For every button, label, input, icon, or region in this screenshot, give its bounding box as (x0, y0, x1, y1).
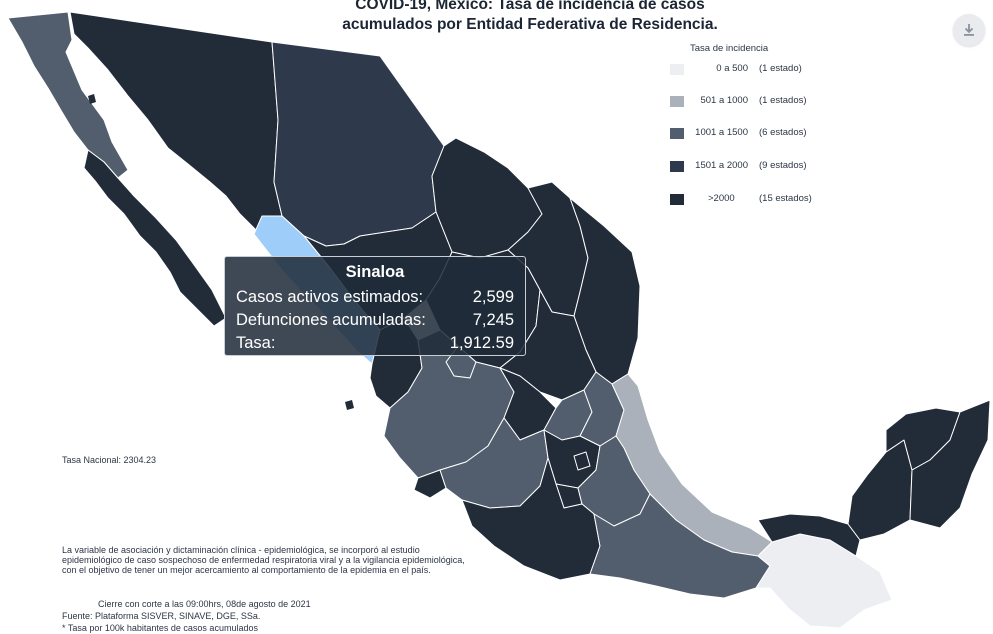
tooltip-state-name: Sinaloa (345, 263, 405, 281)
map-title: COVID-19, México: Tasa de incidencia de … (300, 0, 760, 35)
note-line: epidemiológico de caso sospechoso de enf… (62, 555, 465, 565)
island-a (345, 400, 354, 410)
legend-range: 1501 a 2000 (695, 160, 748, 171)
note-line: con el objetivo de tener un mejor acerca… (62, 565, 431, 575)
rate-note: * Tasa por 100k habitantes de casos acum… (62, 623, 258, 633)
state-guerrero[interactable] (461, 457, 601, 581)
download-icon (964, 24, 974, 36)
legend-count: (15 estados) (759, 193, 812, 204)
island-b (88, 94, 96, 104)
legend-count: (1 estado) (759, 63, 802, 74)
tooltip-value: 1,912.59 (449, 334, 514, 352)
legend-swatch (670, 64, 684, 75)
legend-swatch (670, 161, 684, 172)
source-text: Fuente: Plataforma SISVER, SINAVE, DGE, … (62, 611, 261, 621)
state-chiapas[interactable] (755, 533, 893, 629)
state-chihuahua[interactable] (271, 41, 445, 247)
download-button[interactable] (953, 14, 985, 46)
tooltip-label: Casos activos estimados: (236, 288, 424, 306)
state-baja-california-sur[interactable] (83, 149, 227, 327)
legend-count: (6 estados) (759, 127, 807, 138)
tooltip-value: 7,245 (472, 311, 514, 329)
source-footer: Cierre con corte a las 09:00hrs, 08de ag… (62, 598, 311, 634)
tooltip-row-tasa: Tasa: 1,912.59 (236, 334, 514, 356)
state-tooltip: Sinaloa Casos activos estimados: 2,599 D… (224, 256, 526, 356)
legend-count: (9 estados) (759, 160, 807, 171)
tooltip-row-casos: Casos activos estimados: 2,599 (236, 288, 514, 310)
state-ciudad-de-mexico[interactable] (573, 451, 591, 471)
tooltip-label: Defunciones acumuladas: (236, 311, 426, 329)
legend-count: (1 estados) (759, 95, 807, 106)
map-title-line-2: acumulados por Entidad Federativa de Res… (342, 16, 718, 33)
legend-range: 1001 a 1500 (695, 127, 748, 138)
state-tabasco[interactable] (757, 513, 861, 557)
legend-title: Tasa de incidencia (690, 43, 769, 54)
tooltip-label: Tasa: (236, 334, 276, 352)
map-title-line-1: COVID-19, México: Tasa de incidencia de … (355, 0, 705, 13)
note-line: La variable de asociación y dictaminació… (62, 545, 420, 555)
tooltip-row-defunciones: Defunciones acumuladas: 7,245 (236, 311, 514, 333)
legend-range: >2000 (708, 193, 735, 204)
tasa-nacional: Tasa Nacional: 2304.23 (62, 455, 157, 465)
state-campeche[interactable] (847, 439, 913, 541)
legend-swatch (670, 128, 684, 139)
legend-range: 501 a 1000 (700, 95, 748, 106)
tooltip-value: 2,599 (472, 288, 514, 306)
legend-swatch (670, 194, 684, 205)
cierre-date: Cierre con corte a las 09:00hrs, 08de ag… (98, 599, 311, 609)
state-quintana-roo[interactable] (909, 399, 991, 529)
legend-swatch (670, 96, 684, 107)
methodology-note: La variable de asociación y dictaminació… (62, 545, 562, 575)
legend-range: 0 a 500 (716, 63, 748, 74)
state-colima[interactable] (413, 469, 447, 499)
